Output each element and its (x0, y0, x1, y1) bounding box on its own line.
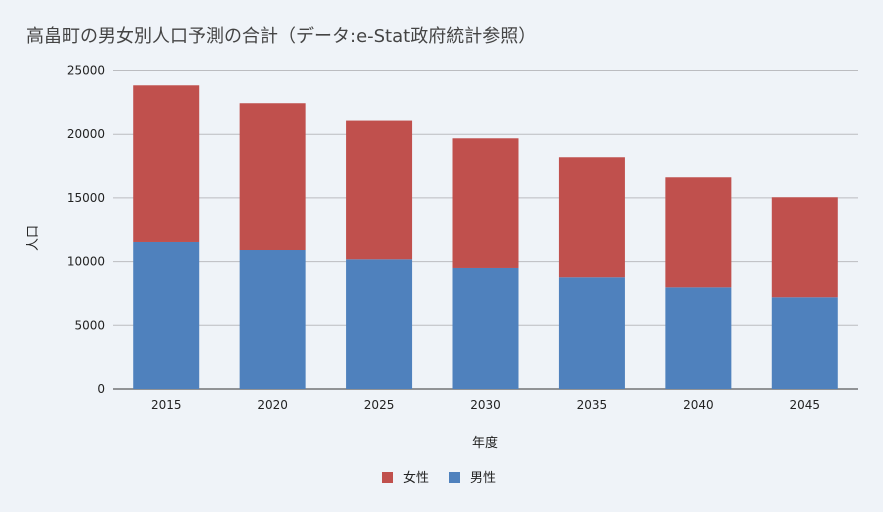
bar-female-2045 (771, 197, 838, 298)
x-tick-label: 2020 (257, 398, 288, 412)
y-axis-label: 人口 (26, 225, 41, 251)
chart-title: 高畠町の男女別人口予測の合計（データ:e-Stat政府統計参照） (26, 26, 537, 47)
bar-male-2030 (452, 267, 519, 389)
x-tick-label: 2030 (470, 398, 501, 412)
bar-female-2035 (558, 157, 625, 278)
bar-male-2015 (133, 241, 200, 389)
bar-female-2025 (346, 120, 413, 260)
bar-female-2015 (133, 85, 200, 242)
y-tick-label: 20000 (67, 127, 105, 141)
legend-label: 男性 (470, 471, 496, 486)
y-tick-label: 25000 (67, 64, 105, 78)
bar-female-2040 (665, 177, 732, 288)
legend-swatch-female (382, 472, 393, 483)
x-tick-label: 2045 (790, 398, 821, 412)
x-tick-label: 2040 (683, 398, 714, 412)
y-tick-label: 5000 (74, 318, 105, 332)
y-tick-label: 0 (97, 382, 105, 396)
bar-male-2035 (558, 277, 625, 389)
x-tick-label: 2035 (577, 398, 608, 412)
y-tick-label: 10000 (67, 255, 105, 269)
bar-female-2020 (239, 103, 306, 251)
x-tick-label: 2025 (364, 398, 395, 412)
bar-male-2020 (239, 250, 306, 389)
y-tick-label: 15000 (67, 191, 105, 205)
bar-male-2045 (771, 297, 838, 389)
bar-female-2030 (452, 138, 519, 268)
legend-swatch-male (449, 472, 460, 483)
bar-male-2040 (665, 287, 732, 389)
legend-label: 女性 (403, 470, 429, 486)
x-axis-label: 年度 (472, 435, 498, 451)
bar-male-2025 (346, 259, 413, 389)
x-tick-label: 2015 (151, 398, 182, 412)
